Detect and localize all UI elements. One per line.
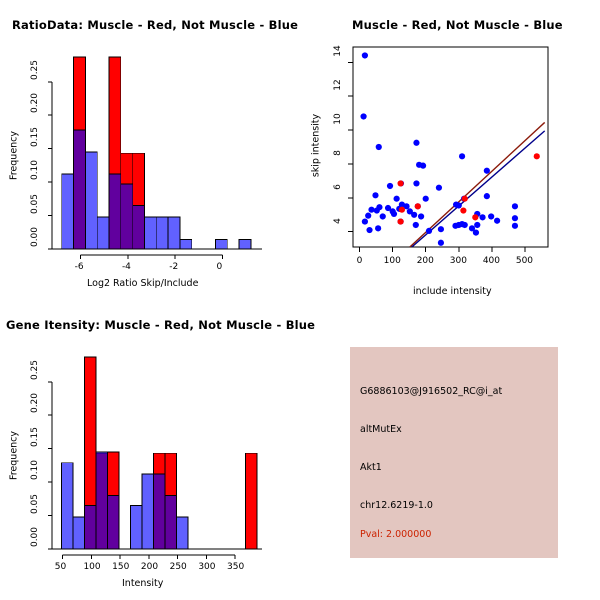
gene-ytick-2: 0.10 (30, 460, 40, 481)
info-pval: Pval: 2.000000 (360, 529, 432, 540)
scatter-xtick-3: 300 (449, 256, 467, 266)
ratio-ytick-0: 0.00 (30, 226, 40, 248)
scatter-xtick-1: 100 (383, 256, 401, 266)
scatter-ytick-3: 10 (333, 113, 343, 125)
ratio-ytick-1: 0.05 (30, 193, 40, 214)
scatter-xtick-5: 500 (515, 256, 534, 266)
ratio-xtick-1: -4 (121, 262, 131, 272)
panel-info: G6886103@J916502_RC@i_at altMutEx Akt1 c… (300, 300, 600, 600)
gene-xtick-6: 350 (227, 562, 245, 572)
info-event-type: altMutEx (360, 424, 402, 435)
panel-ratio-histogram: RatioData: Muscle - Red, Not Muscle - Bl… (0, 0, 300, 300)
gene-xtick-1: 100 (83, 562, 101, 572)
ratio-ytick-2: 0.10 (30, 160, 40, 181)
ratio-xtick-3: 0 (216, 262, 223, 272)
scatter-xtick-4: 400 (482, 256, 500, 266)
gene-ytick-1: 0.05 (30, 493, 40, 514)
gene-xtick-0: 50 (54, 562, 67, 572)
scatter-ytick-1: 6 (333, 183, 343, 190)
gene-xtick-5: 300 (198, 562, 216, 572)
info-probe-id: G6886103@J916502_RC@i_at (360, 386, 503, 397)
gene-ytick-0: 0.00 (30, 526, 40, 548)
scatter-title: Muscle - Red, Not Muscle - Blue (352, 18, 563, 32)
ratio-ytick-5: 0.25 (30, 59, 40, 80)
ratio-histogram-plot (48, 56, 262, 259)
gene-ytick-3: 0.15 (30, 426, 40, 447)
ratio-histogram-title: RatioData: Muscle - Red, Not Muscle - Bl… (12, 18, 299, 32)
gene-ytick-5: 0.25 (30, 359, 40, 380)
scatter-ytick-5: 14 (333, 45, 343, 57)
scatter-ytick-4: 12 (333, 79, 343, 91)
panel-gene-intensity-histogram: Gene Itensity: Muscle - Red, Not Muscle … (0, 300, 315, 600)
gene-histogram-xlabel: Intensity (122, 578, 164, 589)
ratio-xtick-0: -6 (74, 262, 84, 272)
panel-intensity-scatter: Muscle - Red, Not Muscle - Blue skip int… (300, 0, 600, 300)
gene-histogram-title: Gene Itensity: Muscle - Red, Not Muscle … (6, 318, 316, 332)
gene-xtick-4: 250 (169, 562, 187, 572)
scatter-ytick-0: 4 (333, 217, 343, 224)
scatter-ytick-2: 8 (333, 150, 343, 156)
gene-histogram-plot (48, 356, 262, 559)
ratio-xtick-2: -2 (169, 262, 179, 272)
gene-xtick-2: 150 (112, 562, 130, 572)
scatter-xtick-2: 200 (416, 256, 434, 266)
ratio-histogram-xlabel: Log2 Ratio Skip/Include (87, 278, 199, 289)
scatter-xtick-0: 0 (356, 256, 363, 266)
info-locus: chr12.6219-1.0 (360, 500, 433, 511)
info-panel-background (350, 347, 558, 558)
scatter-plot (348, 46, 549, 252)
info-gene-symbol: Akt1 (360, 462, 382, 473)
gene-xtick-3: 200 (140, 562, 159, 572)
ratio-ytick-3: 0.15 (30, 126, 40, 147)
gene-ytick-4: 0.20 (30, 393, 40, 414)
ratio-ytick-4: 0.20 (30, 93, 40, 114)
scatter-xlabel: include intensity (413, 286, 492, 297)
